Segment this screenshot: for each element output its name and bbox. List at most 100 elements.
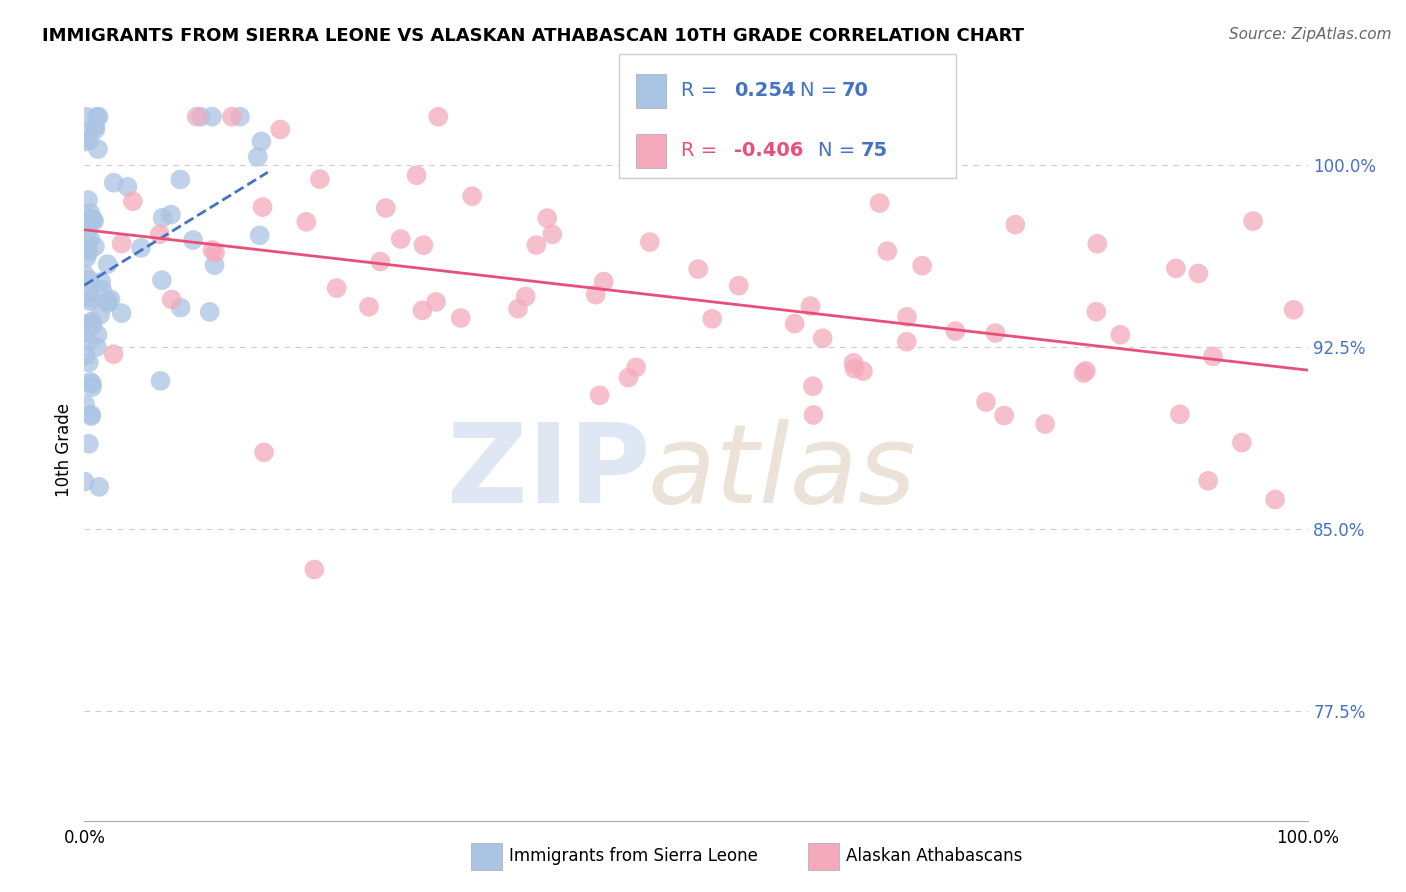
- Point: [852, 364, 875, 378]
- Point: [783, 317, 806, 331]
- Point: [585, 287, 607, 301]
- Text: IMMIGRANTS FROM SIERRA LEONE VS ALASKAN ATHABASCAN 10TH GRADE CORRELATION CHART: IMMIGRANTS FROM SIERRA LEONE VS ALASKAN …: [42, 27, 1024, 45]
- Point: [304, 562, 326, 576]
- Point: [1004, 218, 1026, 232]
- Point: [149, 374, 172, 388]
- Point: [77, 193, 100, 207]
- Point: [252, 200, 274, 214]
- Point: [269, 122, 291, 136]
- Point: [150, 273, 173, 287]
- Text: 70: 70: [842, 81, 869, 101]
- Point: [842, 356, 865, 370]
- Point: [82, 380, 104, 394]
- Point: [80, 314, 103, 328]
- Point: [727, 278, 749, 293]
- Point: [190, 110, 212, 124]
- Point: [89, 308, 111, 322]
- Point: [84, 122, 107, 136]
- Point: [100, 293, 122, 307]
- Point: [91, 283, 114, 297]
- Point: [80, 376, 103, 391]
- Point: [702, 311, 724, 326]
- Point: [77, 437, 100, 451]
- Text: atlas: atlas: [647, 419, 915, 526]
- Point: [1264, 492, 1286, 507]
- Point: [73, 475, 96, 489]
- Point: [803, 408, 825, 422]
- Point: [911, 259, 934, 273]
- Point: [73, 135, 96, 149]
- Point: [77, 273, 100, 287]
- Point: [97, 294, 120, 309]
- Point: [249, 228, 271, 243]
- Point: [87, 110, 110, 124]
- Point: [1241, 214, 1264, 228]
- Point: [357, 300, 380, 314]
- Point: [1085, 304, 1108, 318]
- Point: [425, 294, 447, 309]
- Y-axis label: 10th Grade: 10th Grade: [55, 403, 73, 498]
- Point: [75, 110, 97, 124]
- Point: [90, 275, 112, 289]
- Point: [82, 212, 104, 227]
- Point: [524, 238, 547, 252]
- Point: [169, 301, 191, 315]
- Point: [160, 293, 183, 307]
- Point: [110, 236, 132, 251]
- Point: [79, 294, 101, 309]
- Point: [111, 306, 134, 320]
- Point: [76, 242, 98, 256]
- Point: [76, 227, 98, 242]
- Point: [79, 206, 101, 220]
- Point: [103, 176, 125, 190]
- Point: [84, 119, 107, 133]
- Point: [77, 355, 100, 369]
- Point: [1109, 327, 1132, 342]
- Point: [1202, 349, 1225, 363]
- Point: [1085, 236, 1108, 251]
- Point: [229, 110, 252, 124]
- Point: [103, 347, 125, 361]
- Point: [77, 285, 100, 300]
- Text: 0.254: 0.254: [734, 81, 796, 101]
- Point: [869, 196, 891, 211]
- Point: [86, 340, 108, 354]
- Point: [250, 135, 273, 149]
- Point: [86, 327, 108, 342]
- Point: [515, 289, 537, 303]
- Point: [75, 349, 97, 363]
- Point: [993, 409, 1015, 423]
- Text: N =: N =: [818, 142, 862, 161]
- Text: N =: N =: [800, 81, 844, 101]
- Text: 75: 75: [860, 142, 887, 161]
- Point: [588, 388, 610, 402]
- Point: [80, 408, 103, 422]
- Point: [246, 150, 269, 164]
- Point: [1282, 302, 1305, 317]
- Point: [198, 305, 221, 319]
- Point: [624, 360, 647, 375]
- Point: [799, 299, 821, 313]
- Point: [83, 239, 105, 253]
- Point: [1033, 417, 1056, 431]
- Point: [129, 241, 152, 255]
- Point: [117, 179, 139, 194]
- Point: [160, 208, 183, 222]
- Point: [1073, 366, 1095, 380]
- Point: [76, 334, 98, 349]
- Point: [450, 311, 472, 326]
- Point: [688, 262, 710, 277]
- Text: ZIP: ZIP: [447, 419, 651, 526]
- Point: [801, 379, 824, 393]
- Point: [536, 211, 558, 226]
- Point: [1187, 267, 1209, 281]
- Point: [152, 211, 174, 225]
- Point: [1168, 407, 1191, 421]
- Point: [221, 110, 243, 124]
- Point: [412, 238, 434, 252]
- Point: [80, 211, 103, 226]
- Point: [896, 334, 918, 349]
- Point: [76, 317, 98, 331]
- Point: [89, 480, 111, 494]
- Point: [77, 244, 100, 259]
